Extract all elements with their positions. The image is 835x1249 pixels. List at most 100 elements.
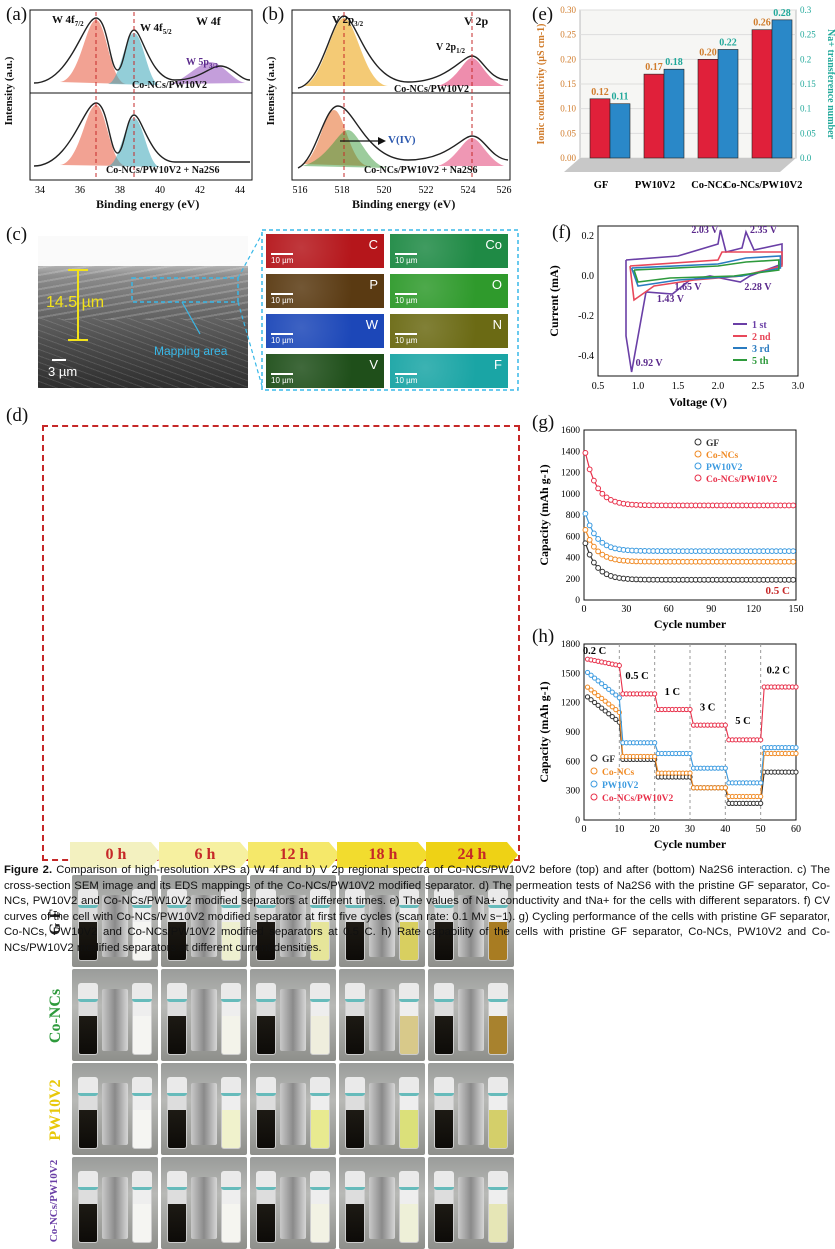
category-label: Co-NCs/PW10V2 — [724, 180, 803, 191]
legend-label: GF — [602, 755, 615, 765]
data-point — [590, 559, 597, 566]
vial-cap — [167, 1171, 187, 1190]
data-point — [590, 543, 597, 550]
y-axis-label-right: Na+ transference number — [825, 29, 835, 139]
eds-map-n: N 10 µm — [390, 314, 508, 348]
data-point — [595, 678, 601, 684]
clamp — [369, 1177, 395, 1239]
cv-series — [629, 251, 783, 302]
data-point — [613, 707, 619, 713]
clamp — [280, 895, 306, 957]
y-tick: 1400 — [561, 447, 580, 457]
vial-blank — [221, 1187, 241, 1243]
y-tick-left: 0.00 — [560, 153, 576, 163]
vial-cap — [167, 889, 187, 908]
data-point — [758, 800, 764, 806]
data-point — [588, 672, 594, 678]
data-point — [613, 692, 619, 698]
data-point — [599, 695, 605, 701]
y-axis-label-left: Ionic conductivity (µS cm-1) — [536, 23, 547, 144]
panel-d-label: (d) — [6, 405, 29, 426]
legend-marker — [694, 438, 702, 446]
tick: 38 — [115, 185, 125, 196]
y-tick-right: 0.0 — [800, 153, 812, 163]
y-tick: 1200 — [561, 699, 580, 709]
capacity-series — [587, 686, 796, 798]
vial-blank — [310, 999, 330, 1055]
time-arrow: 12 h — [248, 842, 340, 868]
vial-blank — [221, 1093, 241, 1149]
y-axis-label: Current (mA) — [547, 265, 561, 336]
vial-polysulfide — [78, 999, 98, 1055]
vial-blank — [488, 1187, 508, 1243]
row-label: PW10V2 — [47, 1079, 64, 1141]
vial-polysulfide — [167, 1093, 187, 1149]
rate-chart: 0 10 20 30 40 50 600300600900120015001800GFCo-… — [537, 640, 801, 851]
x-axis-label: Cycle number — [654, 837, 727, 851]
bar — [697, 59, 719, 159]
eds-map-p: P 10 µm — [266, 274, 384, 308]
annotation: V(IV) — [388, 134, 416, 146]
permeation-photo — [161, 969, 247, 1061]
vial-polysulfide — [434, 999, 454, 1055]
vial-cap — [221, 889, 241, 908]
panel-f-label: (f) — [552, 222, 571, 243]
cv-series — [630, 255, 782, 287]
peak-annotation: 1.43 V — [657, 294, 685, 305]
data-point — [588, 697, 594, 703]
peak-label: V 2p1/2 — [436, 42, 466, 55]
y-tick: 600 — [566, 757, 581, 767]
data-point — [584, 694, 591, 700]
vial-cap — [132, 1171, 152, 1190]
data-point — [602, 683, 608, 690]
panel-h: (h) 0 10 20 30 40 50 60 0 300 600 900 1200 1500 1800 G… — [528, 624, 835, 859]
vial-cap — [132, 1077, 152, 1096]
clamp — [191, 895, 217, 957]
clamp — [369, 989, 395, 1051]
y-tick: 900 — [566, 728, 581, 738]
peak-annotation: 0.92 V — [636, 358, 664, 369]
data-point — [687, 706, 693, 713]
data-point — [582, 526, 589, 533]
sample-label: Co-NCs/PW10V2 — [394, 84, 469, 95]
vial-cap — [78, 889, 98, 908]
data-point — [609, 689, 615, 695]
eds-map-f: F 10 µm — [390, 354, 508, 388]
legend-marker — [590, 793, 598, 801]
panel-b: (b) 516 518 520 522 524 526 V 2p3/2 V 2p… — [258, 0, 518, 215]
peak-annotation: 1.65 V — [674, 282, 702, 293]
permeation-photo — [428, 1063, 514, 1155]
data-point — [722, 722, 728, 728]
legend-label: PW10V2 — [602, 781, 639, 791]
vial-cap — [256, 1171, 276, 1190]
legend-label: GF — [706, 439, 719, 449]
cv-curve-chart: 0.5 1.0 1.5 2.0 2.5 3.0 -0.4 -0.2 0.0 0.2 1 st2 nd… — [547, 225, 804, 409]
row-label: Co-NCs — [47, 988, 64, 1044]
data-point — [602, 708, 608, 714]
category-label: GF — [594, 180, 609, 191]
peak-label: V 2p3/2 — [332, 14, 364, 29]
permeation-photo — [428, 969, 514, 1061]
y-tick: 800 — [566, 511, 581, 521]
y-tick: 0 — [575, 816, 580, 826]
figure-caption: Figure 2. Comparison of high-resolution … — [4, 864, 830, 954]
x-tick: 60 — [791, 824, 801, 835]
vial-cap — [434, 1171, 454, 1190]
panel-c-label: (c) — [6, 224, 28, 245]
panel-g-label: (g) — [532, 412, 555, 433]
vial-polysulfide — [345, 999, 365, 1055]
vial-polysulfide — [167, 1187, 187, 1243]
peak-label: W 5p3/2 — [186, 57, 218, 70]
clamp — [102, 895, 128, 957]
data-point — [584, 669, 591, 676]
y-axis-label: Capacity (mAh g-1) — [537, 681, 551, 782]
vial-cap — [399, 889, 419, 908]
permeation-photo — [161, 1157, 247, 1249]
y-tick: 400 — [566, 554, 581, 564]
vial-cap — [221, 1077, 241, 1096]
vial-cap — [310, 1171, 330, 1190]
y-tick: 600 — [566, 532, 581, 542]
data-point — [793, 769, 799, 775]
bar — [609, 103, 631, 159]
clamp — [458, 1177, 484, 1239]
